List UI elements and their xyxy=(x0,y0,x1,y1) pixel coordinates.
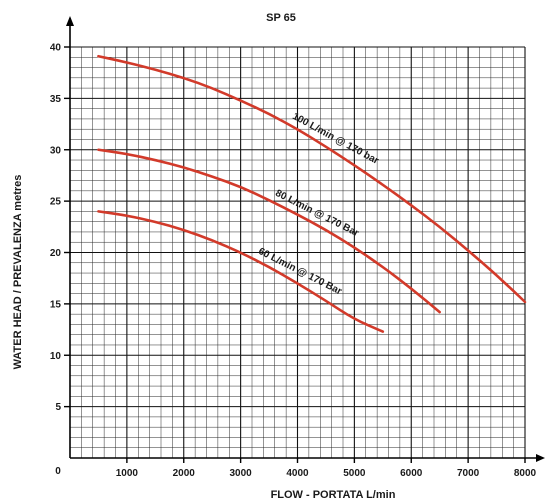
y-axis-arrow xyxy=(66,16,74,26)
series-label: 60 L/min @ 170 Bar xyxy=(256,246,343,297)
series-line xyxy=(97,54,527,304)
tick-labels: 5 10 15 20 25 30 35 40 1000 2000 3000 4000 5000 6000 7… xyxy=(50,43,537,480)
series-lines xyxy=(97,54,527,333)
y-tick-label: 40 xyxy=(50,43,62,54)
origin-label: 0 xyxy=(55,466,61,477)
series-label: 100 L/min @ 170 bar xyxy=(290,111,380,167)
y-tick-label: 5 xyxy=(55,402,61,413)
x-tick-label: 7000 xyxy=(457,468,480,479)
series-line xyxy=(97,210,385,333)
y-tick-label: 25 xyxy=(50,197,62,208)
x-tick-label: 8000 xyxy=(514,468,537,479)
y-tick-label: 30 xyxy=(50,145,62,156)
x-tick-label: 4000 xyxy=(286,468,309,479)
x-tick-label: 6000 xyxy=(400,468,423,479)
y-tick-label: 10 xyxy=(50,351,62,362)
y-axis-title: WATER HEAD / PREVALENZA metres xyxy=(12,175,24,370)
x-tick-label: 3000 xyxy=(230,468,253,479)
series-line xyxy=(97,148,441,314)
x-axis-arrow xyxy=(536,454,545,462)
x-tick-label: 1000 xyxy=(116,468,139,479)
x-tick-label: 5000 xyxy=(343,468,366,479)
y-tick-label: 20 xyxy=(50,248,62,259)
series-label: 80 L/min @ 170 Bar xyxy=(273,188,360,239)
chart-title: SP 65 xyxy=(266,12,296,24)
y-tick-label: 15 xyxy=(50,299,62,310)
x-axis-title: FLOW - PORTATA L/min xyxy=(271,489,396,501)
grid xyxy=(70,46,526,458)
axes xyxy=(64,16,545,463)
y-tick-label: 35 xyxy=(50,94,62,105)
x-tick-label: 2000 xyxy=(173,468,196,479)
